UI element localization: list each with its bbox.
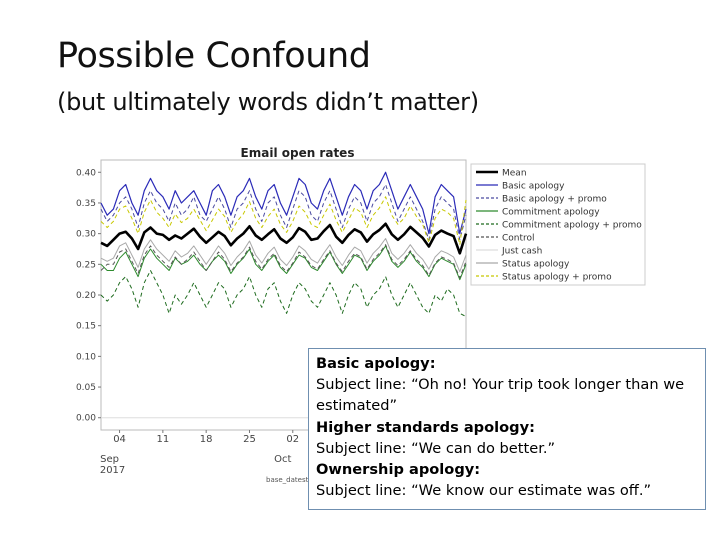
x-tick-label: 04 (113, 434, 126, 445)
series-line-commitment-apology-promo (100, 270, 467, 317)
x-tick-sublabel-year: 2017 (100, 465, 125, 476)
callout-heading-higher-standards: Higher standards apology: (316, 418, 535, 436)
legend-label: Status apology + promo (502, 273, 612, 283)
series-line-control (100, 244, 467, 279)
legend-label: Commitment apology + promo (502, 221, 642, 231)
callout-heading-basic: Basic apology: (316, 355, 436, 372)
legend-label: Basic apology (502, 182, 565, 192)
legend-label: Status apology (502, 260, 570, 270)
series-line-status-apology (100, 238, 467, 273)
legend-label: Mean (502, 169, 527, 179)
y-tick-label: 0.20 (76, 291, 96, 301)
y-tick-label: 0.30 (76, 230, 96, 240)
series-line-basic-apology-promo (100, 184, 467, 241)
callout-subject-higher-standards: Subject line: “We can do better.” (316, 439, 556, 457)
x-tick-label: 25 (243, 434, 256, 445)
callout-subject-basic: Subject line: “Oh no! Your trip took lon… (316, 376, 685, 415)
legend-box (470, 163, 646, 286)
series-line-status-apology-promo (100, 196, 467, 246)
y-tick-label: 0.40 (76, 168, 96, 178)
series-line-commitment-apology (100, 245, 467, 281)
slide-title: Possible Confound (57, 36, 371, 76)
apology-subject-lines-box: Basic apology: Subject line: “Oh no! You… (308, 348, 706, 510)
x-tick-label: 18 (200, 434, 213, 445)
x-tick-sublabel: Oct (274, 454, 291, 465)
x-tick-label: 11 (156, 434, 169, 445)
x-tick-label: 02 (286, 434, 299, 445)
x-tick-sublabel: Sep (100, 454, 119, 465)
callout-heading-ownership: Ownership apology: (316, 461, 481, 479)
y-tick-label: 0.05 (76, 383, 96, 393)
legend-label: Basic apology + promo (502, 195, 607, 205)
y-tick-label: 0.35 (76, 199, 96, 209)
callout-subject-ownership: Subject line: “We know our estimate was … (316, 482, 652, 500)
legend-label: Just cash (501, 247, 542, 257)
x-axis-label: base_datestr (266, 476, 311, 484)
y-tick-label: 0.15 (76, 322, 96, 332)
series-line-basic-apology (100, 171, 467, 235)
series-line-mean (100, 222, 468, 255)
slide-subtitle: (but ultimately words didn’t matter) (57, 88, 479, 116)
y-tick-label: 0.25 (76, 260, 96, 270)
y-tick-label: 0.00 (76, 414, 96, 424)
chart-title: Email open rates (241, 146, 355, 160)
legend-label: Control (502, 234, 535, 244)
legend-label: Commitment apology (502, 208, 600, 218)
y-tick-label: 0.10 (76, 352, 96, 362)
